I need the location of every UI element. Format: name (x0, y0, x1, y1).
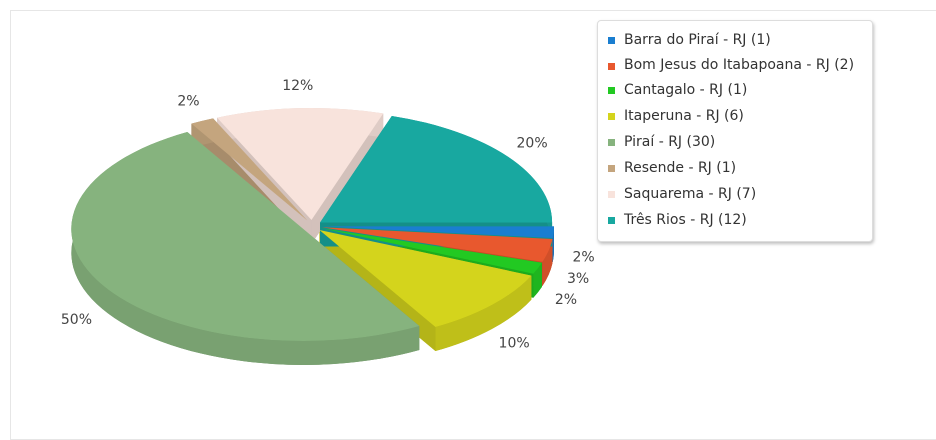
legend-item[interactable]: Saquarema - RJ (7) (608, 181, 862, 207)
legend-item[interactable]: Três Rios - RJ (12) (608, 207, 862, 233)
data-label: 12% (282, 78, 313, 94)
data-label: 2% (573, 249, 595, 265)
legend-label: Cantagalo - RJ (1) (624, 82, 748, 98)
slice (217, 108, 384, 221)
legend-swatch (608, 63, 615, 70)
slice-side (71, 132, 420, 365)
slice (71, 132, 420, 342)
slice-side (552, 226, 554, 263)
data-label: 2% (177, 93, 199, 109)
legend-swatch (608, 139, 615, 146)
data-label: 20% (517, 136, 548, 152)
data-label: 2% (555, 292, 577, 308)
legend-swatch (608, 217, 615, 224)
legend-label: Três Rios - RJ (12) (624, 212, 747, 228)
legend-swatch (608, 165, 615, 172)
legend-label: Resende - RJ (1) (624, 160, 737, 176)
legend-label: Piraí - RJ (30) (624, 134, 716, 150)
slice-side (435, 275, 532, 352)
slice (191, 118, 308, 221)
slice (320, 115, 553, 223)
slice (319, 230, 532, 328)
data-label: 3% (567, 271, 589, 287)
legend-item[interactable]: Bom Jesus do Itabapoana - RJ (2) (608, 53, 862, 77)
slice-side (533, 262, 542, 298)
slice (321, 228, 542, 274)
data-label: 10% (499, 336, 530, 352)
legend-swatch (608, 113, 615, 120)
slice (321, 226, 554, 239)
slice (321, 227, 553, 262)
legend-item[interactable]: Itaperuna - RJ (6) (608, 103, 862, 129)
legend-label: Saquarema - RJ (7) (624, 186, 757, 202)
legend-item[interactable]: Resende - RJ (1) (608, 155, 862, 181)
legend-item[interactable]: Barra do Piraí - RJ (1) (608, 27, 862, 53)
legend-label: Itaperuna - RJ (6) (624, 108, 744, 124)
legend-label: Bom Jesus do Itabapoana - RJ (2) (624, 57, 855, 73)
legend-item[interactable]: Piraí - RJ (30) (608, 129, 862, 155)
slice-side (542, 238, 553, 286)
legend-item[interactable]: Cantagalo - RJ (1) (608, 77, 862, 103)
data-label: 50% (61, 312, 92, 328)
legend-swatch (608, 87, 615, 94)
legend-swatch (608, 191, 615, 198)
legend-swatch (608, 37, 615, 44)
legend-label: Barra do Piraí - RJ (1) (624, 32, 771, 48)
legend: Barra do Piraí - RJ (1) Bom Jesus do Itab… (597, 20, 873, 242)
